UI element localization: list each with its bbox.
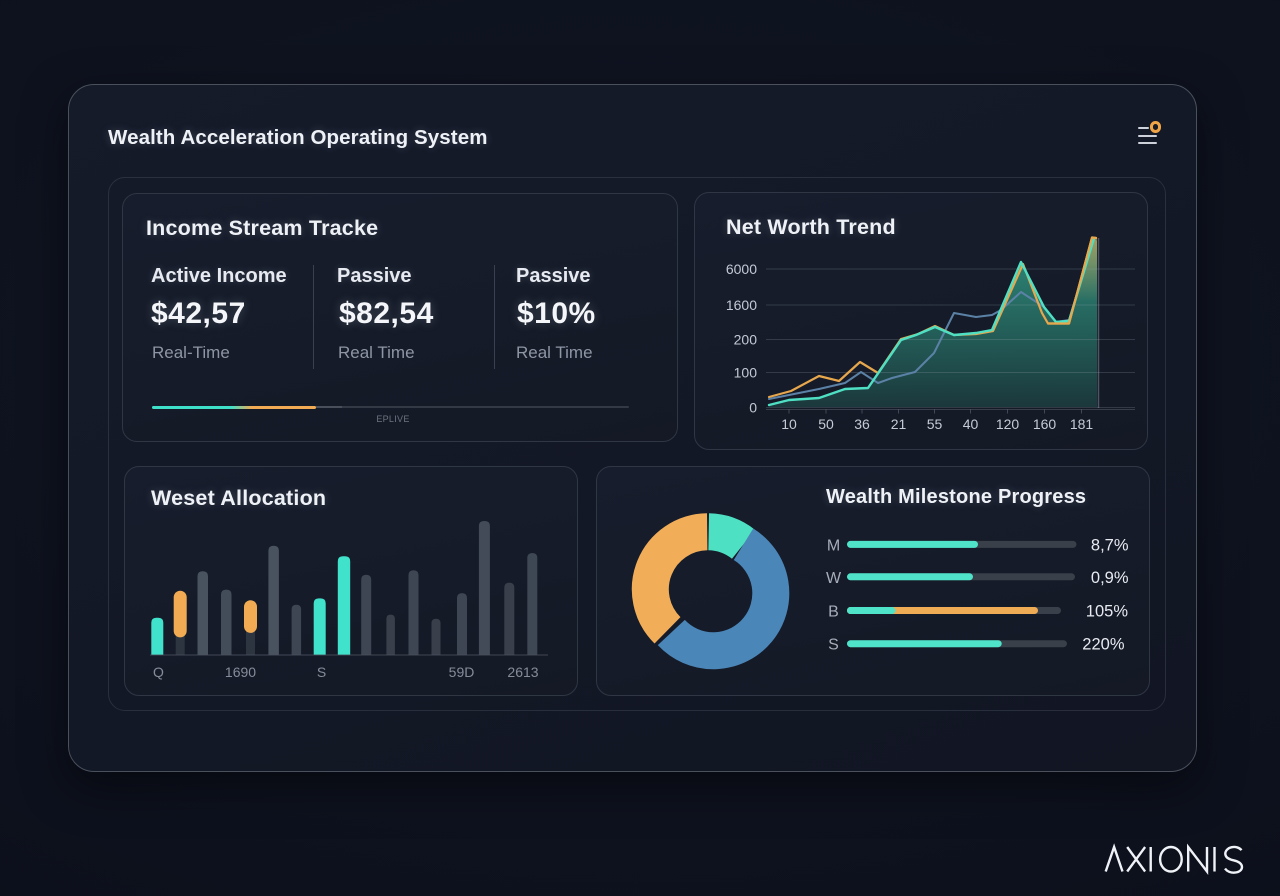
svg-text:0: 0 xyxy=(749,400,757,416)
svg-text:1600: 1600 xyxy=(726,297,757,313)
svg-text:200: 200 xyxy=(734,332,758,348)
svg-text:120: 120 xyxy=(996,416,1020,432)
svg-text:1690: 1690 xyxy=(225,664,256,680)
svg-text:S: S xyxy=(828,637,839,654)
svg-text:10: 10 xyxy=(781,416,797,432)
svg-text:100: 100 xyxy=(734,365,758,381)
svg-text:105%: 105% xyxy=(1086,603,1129,621)
svg-text:40: 40 xyxy=(963,416,979,432)
svg-text:W: W xyxy=(826,570,842,587)
svg-text:B: B xyxy=(828,604,839,621)
svg-text:0,9%: 0,9% xyxy=(1091,569,1129,587)
svg-text:55: 55 xyxy=(927,416,943,432)
svg-text:36: 36 xyxy=(854,416,870,432)
svg-text:S: S xyxy=(317,664,326,680)
svg-text:2613: 2613 xyxy=(507,664,538,680)
svg-text:50: 50 xyxy=(818,416,834,432)
svg-text:181: 181 xyxy=(1070,416,1094,432)
svg-text:8,7%: 8,7% xyxy=(1091,536,1129,554)
svg-text:59D: 59D xyxy=(449,664,475,680)
svg-text:21: 21 xyxy=(891,416,907,432)
svg-text:M: M xyxy=(827,537,840,554)
svg-text:Q: Q xyxy=(153,664,164,680)
svg-text:6000: 6000 xyxy=(726,261,757,277)
svg-text:220%: 220% xyxy=(1082,636,1125,654)
svg-text:160: 160 xyxy=(1033,416,1057,432)
